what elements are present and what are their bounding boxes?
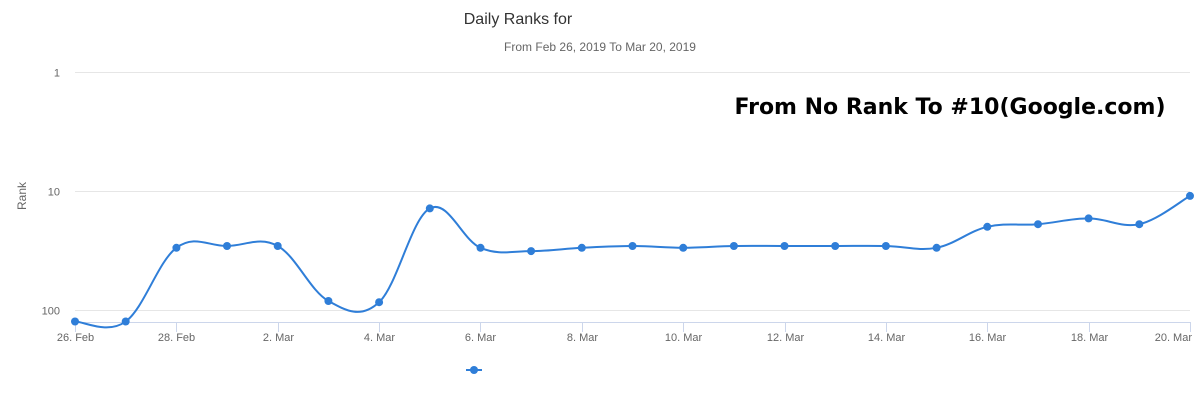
data-point[interactable] <box>628 242 637 250</box>
chart-annotation: From No Rank To #10(Google.com) <box>734 95 1165 120</box>
y-tick-label: 1 <box>54 68 60 80</box>
data-point[interactable] <box>831 242 840 250</box>
data-point[interactable] <box>527 247 536 256</box>
data-point[interactable] <box>577 243 586 252</box>
x-axis-ticks: 26. Feb 28. Feb 2. Mar 4. Mar 6. Mar 8. Mar 10… <box>57 322 1192 344</box>
data-point[interactable] <box>983 222 992 231</box>
data-point[interactable] <box>1186 191 1194 200</box>
x-tick-label: 20. Mar <box>1155 332 1193 344</box>
grid-lines <box>75 72 1190 311</box>
data-point[interactable] <box>121 317 130 326</box>
data-point[interactable] <box>881 242 890 250</box>
data-point[interactable] <box>1135 220 1144 229</box>
data-point[interactable] <box>729 242 738 250</box>
x-tick-label: 2. Mar <box>263 332 295 344</box>
data-point[interactable] <box>476 243 485 252</box>
legend-marker-icon <box>470 366 478 374</box>
data-point[interactable] <box>932 243 941 252</box>
x-tick-label: 28. Feb <box>158 332 195 344</box>
x-tick-label: 16. Mar <box>969 332 1007 344</box>
chart-title: Daily Ranks for <box>464 11 573 28</box>
x-tick-label: 6. Mar <box>465 332 497 344</box>
x-tick-label: 10. Mar <box>665 332 703 344</box>
x-tick-label: 4. Mar <box>364 332 396 344</box>
series-line <box>74 195 1191 329</box>
y-axis-label: Rank <box>15 181 29 210</box>
chart-subtitle: From Feb 26, 2019 To Mar 20, 2019 <box>504 40 696 54</box>
data-point[interactable] <box>425 204 434 213</box>
data-point[interactable] <box>679 243 688 252</box>
legend[interactable] <box>466 366 482 374</box>
x-tick-label: 18. Mar <box>1071 332 1109 344</box>
y-axis-ticks: 1 10 100 <box>42 68 60 318</box>
data-point[interactable] <box>375 298 384 307</box>
series-points <box>71 191 1194 326</box>
data-point[interactable] <box>172 243 181 252</box>
y-tick-label: 100 <box>42 306 60 318</box>
data-point[interactable] <box>223 242 231 250</box>
x-tick-label: 8. Mar <box>567 332 599 344</box>
data-point[interactable] <box>780 242 789 250</box>
data-point[interactable] <box>273 242 282 250</box>
data-point[interactable] <box>1034 220 1042 229</box>
data-point[interactable] <box>71 317 79 326</box>
x-tick-label: 14. Mar <box>868 332 906 344</box>
data-point[interactable] <box>1084 214 1093 223</box>
x-tick-label: 12. Mar <box>767 332 805 344</box>
x-tick-label: 26. Feb <box>57 332 94 344</box>
data-point[interactable] <box>324 297 333 305</box>
y-tick-label: 10 <box>48 187 60 199</box>
